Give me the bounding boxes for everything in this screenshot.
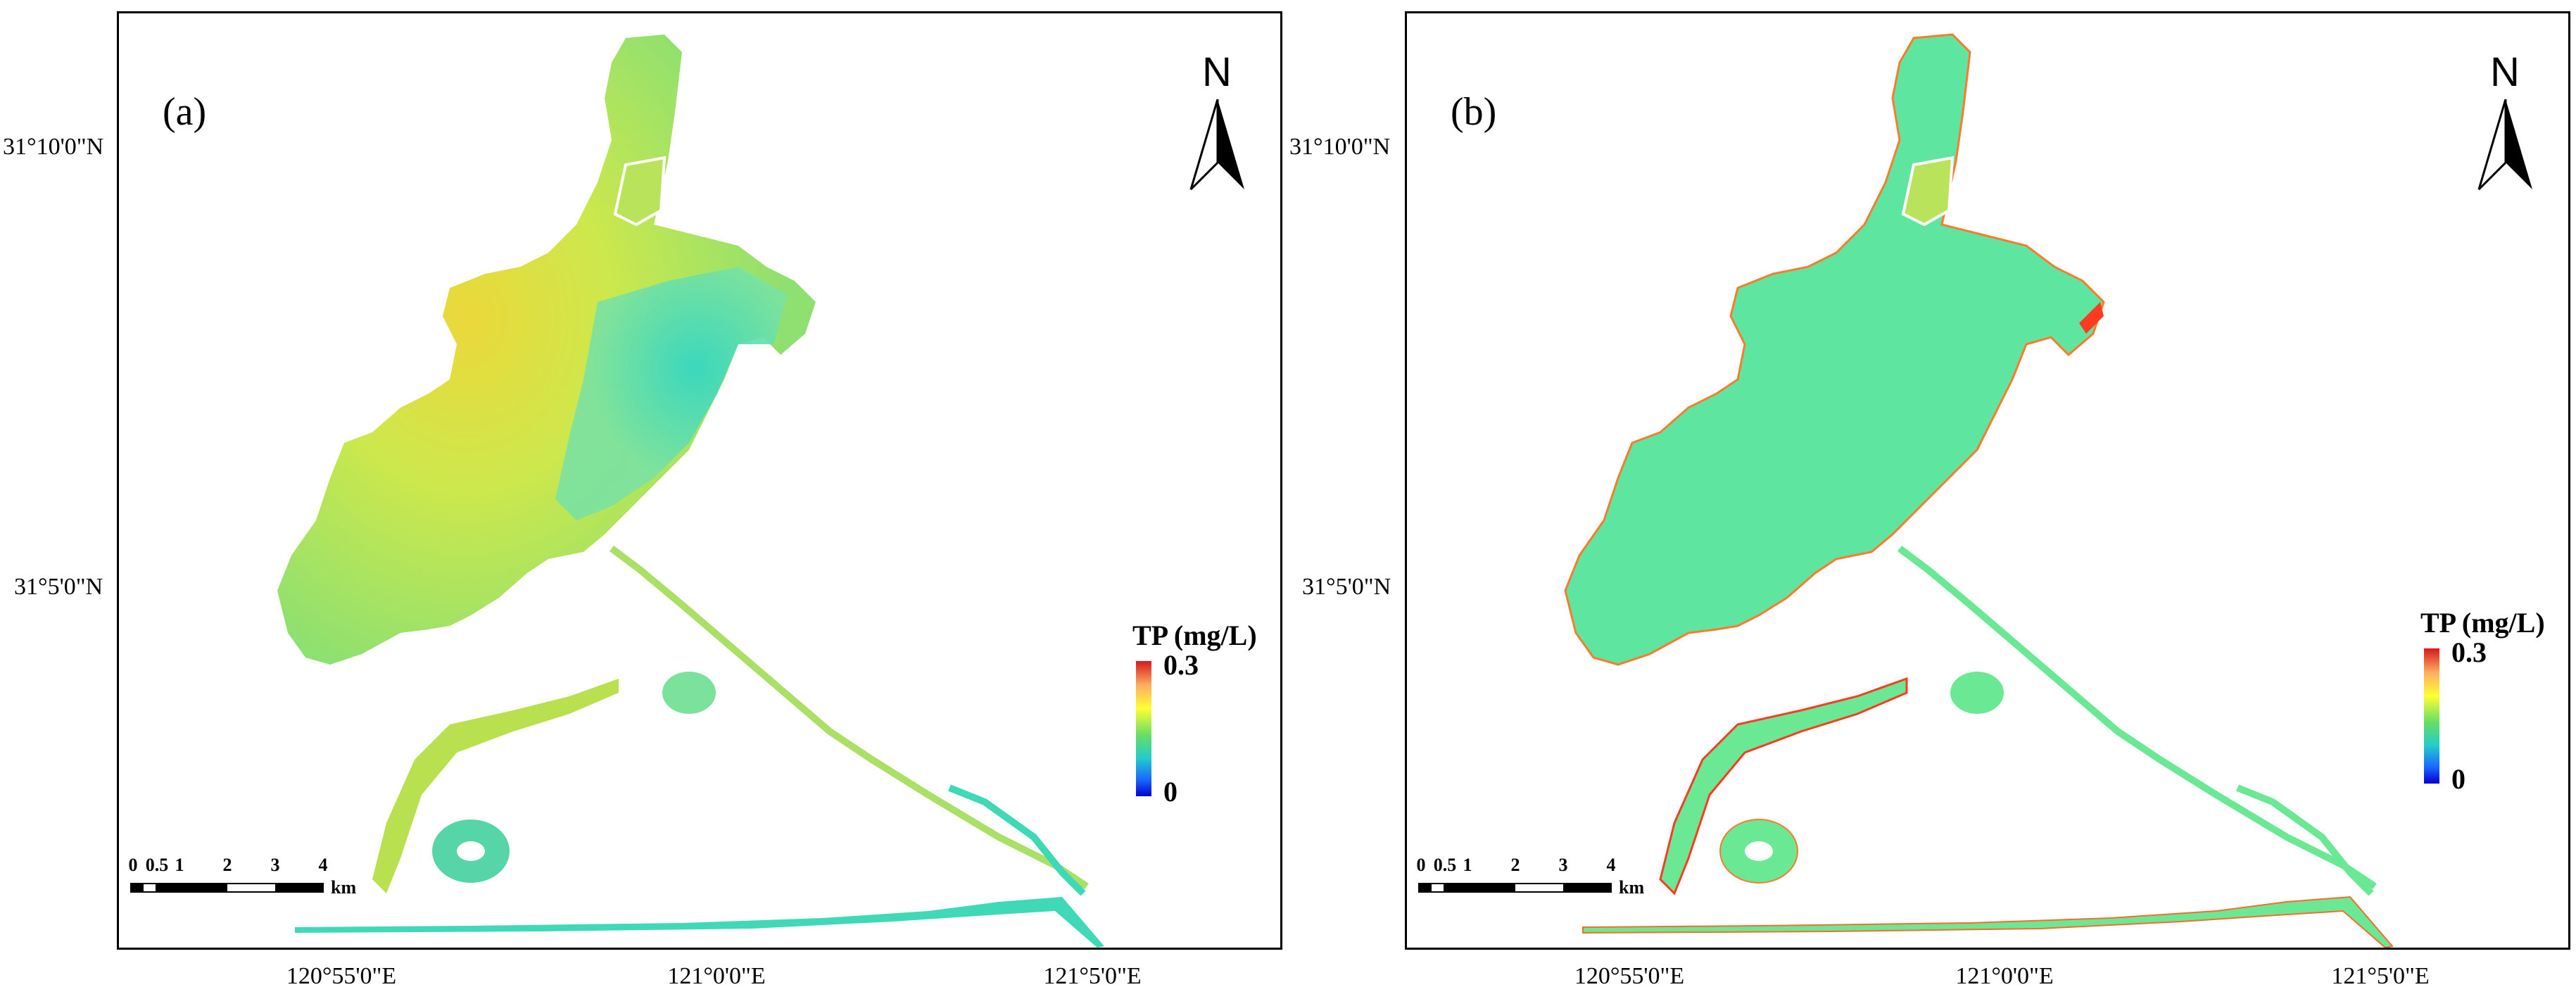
legend-min: 0 [2451, 763, 2465, 795]
western-strip [372, 679, 619, 893]
legend: TP (mg/L) 0.3 0 [2420, 606, 2576, 795]
legend-colorbar [2424, 648, 2439, 784]
legend-colorbar [1136, 661, 1151, 796]
pond-small [1950, 672, 2004, 714]
hotspot-edge [2079, 302, 2104, 334]
scale-tick: 1 [175, 855, 184, 875]
scale-tick: 2 [1510, 855, 1520, 875]
legend-title: TP (mg/L) [2420, 607, 2545, 639]
lat-label: 31°10'0"N [3, 134, 104, 160]
north-letter: N [1202, 49, 1232, 95]
scale-bar: 0 0.5 1 2 3 4 km [128, 855, 384, 911]
inner-island [1901, 156, 1955, 227]
legend: TP (mg/L) 0.3 0 [1132, 619, 1315, 808]
scale-segments [1418, 883, 1612, 893]
lat-label: 31°5'0"N [14, 574, 103, 600]
legend-min: 0 [1163, 776, 1177, 808]
scale-tick: 0.5 [1433, 855, 1457, 875]
lat-label: 31°5'0"N [1302, 574, 1391, 600]
lake-tp-map-b [1564, 33, 2394, 948]
channel-branch [948, 784, 1086, 896]
north-arrow: N [2473, 49, 2537, 196]
legend-max: 0.3 [2451, 636, 2487, 668]
channel [1898, 546, 2377, 890]
scale-bar: 0 0.5 1 2 3 4 km [1416, 855, 1672, 911]
scale-tick: 1 [1463, 855, 1472, 875]
south-river [1582, 896, 2394, 948]
panel-label: (a) [163, 90, 207, 134]
scale-tick: 0.5 [145, 855, 169, 875]
scale-tick: 4 [318, 855, 328, 875]
lon-label: 121°5'0"E [1043, 963, 1142, 989]
lon-label: 121°0'0"E [1955, 963, 2054, 989]
north-arrow-icon [1189, 99, 1244, 191]
panel-label: (b) [1451, 90, 1497, 134]
scale-unit: km [1619, 877, 1645, 898]
scale-segments [130, 883, 324, 893]
pond-small [662, 672, 716, 714]
lake-body [1564, 33, 2105, 666]
lon-label: 121°5'0"E [2331, 963, 2430, 989]
lon-label: 120°55'0"E [1574, 963, 1685, 989]
map-panel-a: (a) N TP (mg/L) 0.3 0 0 0.5 1 2 3 4 km [117, 11, 1282, 950]
scale-tick: 2 [222, 855, 232, 875]
pond-center-hole [457, 841, 485, 861]
legend-max: 0.3 [1163, 649, 1199, 681]
western-strip [1659, 677, 1908, 896]
lon-label: 121°0'0"E [667, 963, 766, 989]
north-arrow: N [1185, 49, 1249, 196]
channel [610, 546, 1089, 890]
scale-unit: km [331, 877, 357, 898]
lake-tp-map-a [277, 34, 1104, 948]
north-arrow-icon [2477, 99, 2532, 191]
map-panel-b: (b) N TP (mg/L) 0.3 0 0 0.5 1 2 3 4 km [1405, 11, 2570, 950]
channel-branch [2236, 784, 2374, 896]
scale-tick: 3 [270, 855, 280, 875]
inner-island [613, 156, 667, 227]
scale-tick: 4 [1606, 855, 1616, 875]
lat-label: 31°10'0"N [1289, 134, 1391, 160]
lake-east-basin [555, 267, 788, 520]
south-river [295, 897, 1104, 948]
scale-tick: 3 [1558, 855, 1568, 875]
pond-center-hole [1745, 841, 1773, 861]
lake-body [277, 34, 816, 665]
lon-label: 120°55'0"E [286, 963, 397, 989]
scale-tick: 0 [1416, 855, 1426, 875]
north-letter: N [2490, 49, 2520, 95]
legend-title: TP (mg/L) [1132, 620, 1257, 651]
scale-tick: 0 [128, 855, 138, 875]
